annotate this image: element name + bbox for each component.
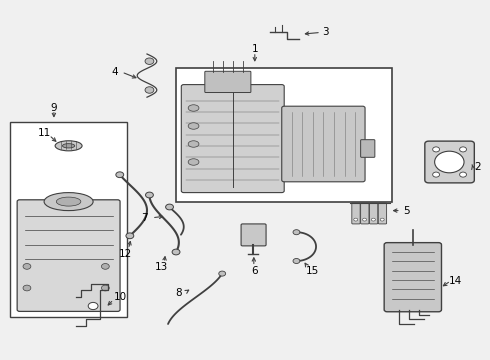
FancyBboxPatch shape <box>361 140 375 157</box>
FancyBboxPatch shape <box>352 203 360 224</box>
Circle shape <box>433 172 440 177</box>
Circle shape <box>126 233 134 239</box>
FancyBboxPatch shape <box>369 203 378 224</box>
Circle shape <box>172 249 180 255</box>
FancyBboxPatch shape <box>181 85 284 193</box>
Text: 12: 12 <box>118 249 132 259</box>
Text: 14: 14 <box>449 276 463 286</box>
Circle shape <box>433 147 440 152</box>
Circle shape <box>354 218 358 221</box>
Circle shape <box>23 285 31 291</box>
FancyBboxPatch shape <box>361 203 369 224</box>
Ellipse shape <box>188 159 199 165</box>
Circle shape <box>116 172 123 177</box>
Text: 13: 13 <box>155 262 169 272</box>
Circle shape <box>293 258 300 264</box>
Circle shape <box>146 192 153 198</box>
Bar <box>176 68 392 202</box>
FancyBboxPatch shape <box>384 243 441 312</box>
Text: 1: 1 <box>251 44 258 54</box>
Text: 5: 5 <box>403 206 410 216</box>
Circle shape <box>23 264 31 269</box>
Text: 6: 6 <box>251 266 258 276</box>
Ellipse shape <box>188 141 199 147</box>
FancyBboxPatch shape <box>17 200 120 311</box>
Ellipse shape <box>188 105 199 111</box>
Circle shape <box>166 204 173 210</box>
FancyBboxPatch shape <box>378 203 387 224</box>
Circle shape <box>145 87 154 93</box>
FancyBboxPatch shape <box>205 71 251 93</box>
Circle shape <box>435 151 464 173</box>
FancyBboxPatch shape <box>282 106 365 182</box>
Text: 3: 3 <box>322 27 329 37</box>
Circle shape <box>88 302 98 310</box>
Ellipse shape <box>63 144 74 148</box>
Ellipse shape <box>188 123 199 129</box>
Ellipse shape <box>55 141 82 151</box>
FancyBboxPatch shape <box>241 224 266 246</box>
Text: 4: 4 <box>112 67 119 77</box>
Text: 8: 8 <box>175 288 182 298</box>
FancyBboxPatch shape <box>425 141 474 183</box>
Ellipse shape <box>44 193 93 211</box>
Circle shape <box>101 264 109 269</box>
Bar <box>10 122 127 317</box>
Text: 11: 11 <box>37 128 51 138</box>
Circle shape <box>219 271 225 276</box>
Circle shape <box>101 285 109 291</box>
Circle shape <box>460 172 466 177</box>
Circle shape <box>145 58 154 64</box>
Text: 2: 2 <box>474 162 481 172</box>
Text: 15: 15 <box>306 266 319 276</box>
Circle shape <box>371 218 375 221</box>
Circle shape <box>363 218 367 221</box>
Text: 10: 10 <box>114 292 126 302</box>
Circle shape <box>460 147 466 152</box>
Text: 9: 9 <box>50 103 57 113</box>
Circle shape <box>293 230 300 235</box>
Circle shape <box>380 218 384 221</box>
Ellipse shape <box>56 197 81 206</box>
Text: 7: 7 <box>141 213 148 223</box>
